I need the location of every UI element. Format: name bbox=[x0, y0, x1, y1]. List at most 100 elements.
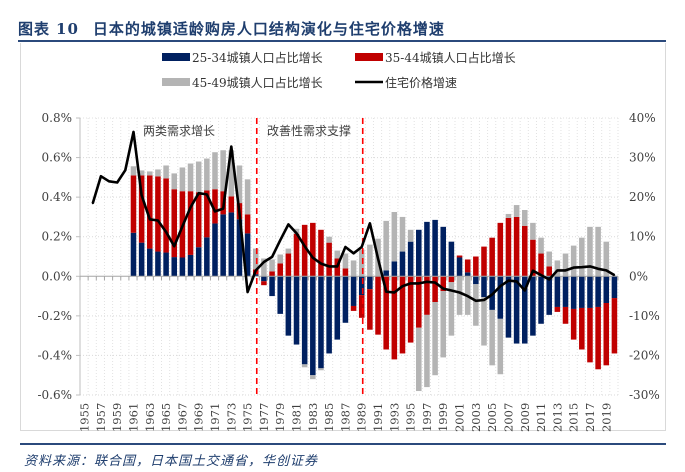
price-point-2005 bbox=[491, 293, 493, 296]
bar-segment-45-49-1966 bbox=[171, 173, 178, 190]
price-point-2001 bbox=[458, 291, 461, 294]
bar-segment-35-44-2001 bbox=[456, 255, 463, 258]
bar-segment-25-34-2006 bbox=[497, 276, 504, 319]
bar-segment-35-44-1969 bbox=[195, 192, 202, 248]
bar-segment-25-34-1986 bbox=[334, 276, 341, 340]
bar-segment-25-34-1966 bbox=[171, 257, 178, 277]
bar-segment-35-44-2013 bbox=[554, 306, 561, 312]
x-tick-label: 1985 bbox=[322, 403, 336, 432]
bar-segment-25-34-2019 bbox=[603, 276, 610, 303]
bar-segment-35-44-2015 bbox=[570, 308, 577, 340]
bar-segment-45-49-2018 bbox=[595, 226, 601, 277]
price-point-1968 bbox=[189, 206, 192, 209]
bar-segment-35-44-2004 bbox=[481, 246, 487, 277]
x-tick-label: 1993 bbox=[387, 403, 401, 432]
left-tick-label: 0.6% bbox=[42, 151, 73, 165]
x-tick-label: 1967 bbox=[175, 403, 189, 432]
bar-segment-35-44-1997 bbox=[424, 276, 430, 315]
price-point-2011 bbox=[540, 274, 542, 276]
bar-segment-25-34-1968 bbox=[187, 254, 194, 277]
price-point-1958 bbox=[108, 180, 110, 183]
dividers bbox=[255, 118, 364, 395]
bar-segment-45-49-1969 bbox=[195, 161, 202, 193]
bar-segment-35-44-2008 bbox=[513, 216, 520, 277]
bar-segment-25-34-1978 bbox=[269, 276, 275, 297]
bar-segment-35-44-1963 bbox=[147, 175, 153, 249]
bar-segment-35-44-2014 bbox=[562, 306, 569, 324]
bar-segment-25-34-1988 bbox=[350, 276, 357, 306]
bar-segment-25-34-1989 bbox=[358, 276, 365, 296]
bar-segment-25-34-2017 bbox=[587, 276, 593, 308]
bar-segment-35-44-1975 bbox=[244, 214, 251, 234]
figure-title: 图表 10 日本的城镇适龄购房人口结构演化与住宅价格增速 bbox=[18, 18, 445, 39]
figure-title-text: 日本的城镇适龄购房人口结构演化与住宅价格增速 bbox=[92, 20, 445, 38]
x-tick-label: 2015 bbox=[567, 403, 581, 432]
bar-segment-45-49-1976 bbox=[252, 248, 259, 270]
bar-segment-25-34-1962 bbox=[138, 242, 145, 277]
bar-segment-25-34-1995 bbox=[407, 241, 414, 277]
right-tick-label: 10% bbox=[629, 230, 656, 244]
bar-segment-35-44-1987 bbox=[342, 268, 349, 277]
labels: -0.6% -0.4% -0.2% 0.0% 0.2% 0.4% 0.6% 0.8% -30% -… bbox=[37, 111, 659, 432]
bar-segment-35-44-1995 bbox=[407, 276, 414, 343]
bar-segment-45-49-2014 bbox=[562, 253, 569, 277]
price-point-2008 bbox=[515, 280, 518, 283]
x-tick-label: 1987 bbox=[338, 403, 352, 432]
bar-segment-25-34-1996 bbox=[416, 229, 422, 277]
bar-segment-25-34-1976 bbox=[252, 274, 259, 277]
price-point-1991 bbox=[377, 257, 379, 260]
price-point-1999 bbox=[442, 287, 445, 290]
price-point-1979 bbox=[279, 239, 282, 242]
price-point-1980 bbox=[287, 223, 290, 226]
bar-segment-25-34-1981 bbox=[293, 276, 300, 345]
bar-segment-45-49-2004 bbox=[481, 297, 487, 346]
x-tick-label: 1973 bbox=[224, 403, 238, 432]
bar-segment-25-34-1965 bbox=[163, 252, 169, 277]
bar-segment-45-49-1992 bbox=[383, 220, 389, 271]
price-point-1975 bbox=[246, 291, 249, 293]
legend-45-49-swatch bbox=[162, 78, 190, 86]
price-point-2019 bbox=[605, 269, 608, 272]
legend: 25-34城镇人口占比增长 35-44城镇人口占比增长 45-49城镇人口占比增长 住… bbox=[162, 50, 516, 90]
x-tick-label: 2003 bbox=[469, 403, 483, 432]
bar-segment-45-49-1998 bbox=[432, 302, 438, 376]
price-point-1964 bbox=[157, 219, 159, 222]
bar-segment-45-49-2009 bbox=[521, 210, 528, 226]
bar-segment-25-34-2008 bbox=[513, 276, 520, 344]
bar-segment-45-49-1982 bbox=[301, 364, 308, 368]
price-point-1985 bbox=[328, 265, 330, 268]
bar-segment-45-49-1997 bbox=[424, 314, 430, 388]
bar-segment-25-34-2009 bbox=[521, 276, 528, 344]
x-tick-label: 1961 bbox=[126, 403, 140, 432]
price-point-1956 bbox=[91, 202, 94, 205]
price-point-1959 bbox=[116, 181, 118, 184]
bar-segment-25-34-2016 bbox=[579, 276, 585, 308]
bar-segment-45-49-2006 bbox=[497, 318, 504, 375]
price-point-1987 bbox=[344, 246, 347, 248]
bar-segment-45-49-1999 bbox=[440, 291, 447, 358]
legend-45-49-label: 45-49城镇人口占比增长 bbox=[192, 75, 323, 90]
price-point-1996 bbox=[417, 282, 420, 285]
axes bbox=[76, 117, 619, 396]
bar-segment-35-44-1996 bbox=[416, 276, 422, 328]
bar-segment-35-44-1970 bbox=[204, 190, 210, 238]
bar-segment-35-44-1971 bbox=[212, 189, 218, 224]
price-point-1978 bbox=[271, 256, 273, 258]
price-point-2010 bbox=[532, 269, 534, 272]
bar-segment-35-44-1981 bbox=[293, 233, 300, 277]
bar-segment-35-44-1965 bbox=[163, 178, 169, 253]
bar-segment-35-44-2009 bbox=[521, 225, 528, 277]
bar-segment-45-49-1961 bbox=[130, 166, 137, 176]
price-point-2017 bbox=[589, 265, 591, 268]
bar-segment-35-44-2017 bbox=[587, 307, 593, 363]
bar-segment-25-34-1990 bbox=[367, 276, 373, 290]
price-point-1970 bbox=[206, 193, 208, 196]
bar-segment-45-49-2007 bbox=[505, 213, 512, 218]
x-tick-label: 1989 bbox=[355, 403, 369, 432]
bar-segment-25-34-2004 bbox=[481, 276, 487, 298]
grid bbox=[80, 117, 619, 396]
bar-segment-25-34-1970 bbox=[204, 237, 210, 277]
bar-segment-25-34-1985 bbox=[326, 276, 332, 354]
source-rule bbox=[20, 443, 666, 445]
